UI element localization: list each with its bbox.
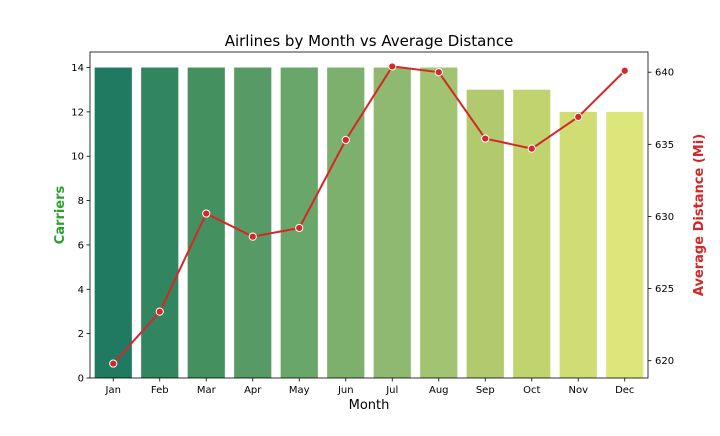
y-left-tick-label: 2 (78, 329, 84, 340)
distance-point-nov (574, 112, 583, 122)
bar-mar (187, 67, 225, 379)
x-tick-label: Sep (476, 385, 495, 396)
y-right-tick-label: 640 (655, 68, 674, 79)
distance-point-may (295, 223, 304, 233)
bars-layer (94, 67, 644, 379)
y-right-tick-label: 620 (655, 356, 674, 367)
x-tick-label: Dec (615, 385, 634, 396)
x-tick-label: Jul (385, 385, 398, 396)
y-left-tick-label: 14 (71, 63, 84, 74)
y-left-tick-label: 12 (71, 107, 84, 118)
bar-jul (373, 67, 411, 379)
x-tick-label: Aug (429, 385, 449, 396)
bar-jan (94, 67, 132, 379)
distance-point-aug (434, 68, 443, 77)
x-tick-label: Apr (244, 385, 262, 396)
distance-point-mar (202, 209, 211, 218)
bar-sep (466, 89, 504, 378)
bar-dec (606, 111, 644, 378)
x-tick-label: Oct (523, 385, 540, 396)
chart-title: Airlines by Month vs Average Distance (225, 32, 514, 50)
bar-feb (141, 67, 179, 379)
bar-oct (513, 89, 551, 378)
bar-jun (327, 67, 365, 379)
bar-aug (420, 67, 458, 379)
x-axis-label: Month (349, 398, 390, 413)
x-tick-label: Feb (151, 385, 169, 396)
distance-point-oct (527, 144, 536, 153)
x-tick-label: May (289, 385, 310, 396)
distance-point-feb (155, 307, 164, 316)
y-left-tick-label: 8 (78, 196, 84, 207)
x-tick-label: Mar (197, 385, 217, 396)
x-axis: Jan Feb Mar Apr May Jun Jul Aug Sep Oct Nov Dec (105, 378, 634, 396)
y-left-tick-label: 4 (78, 285, 84, 296)
y-left-tick-label: 0 (78, 374, 84, 385)
distance-point-jul (388, 62, 397, 71)
y-right-tick-label: 635 (655, 140, 674, 151)
y-right-tick-label: 625 (655, 284, 674, 295)
distance-line (112, 65, 626, 365)
y-axis-left-label: Carriers (53, 185, 68, 244)
plot-frame (89, 51, 649, 379)
distance-point-jun (341, 135, 350, 145)
y-axis-left: 0 2 4 6 8 10 12 14 (71, 63, 90, 385)
distance-point-sep (481, 134, 490, 143)
bar-nov (559, 111, 597, 378)
y-left-tick-label: 10 (71, 152, 84, 163)
y-right-tick-label: 630 (655, 212, 674, 223)
x-tick-label: Jan (105, 385, 121, 396)
bar-may (280, 67, 318, 379)
distance-point-apr (248, 232, 257, 241)
y-axis-right: 620 625 630 635 640 (648, 68, 674, 367)
line-layer (109, 62, 629, 368)
distance-point-dec (620, 66, 629, 75)
y-left-tick-label: 6 (78, 240, 84, 251)
bar-apr (234, 67, 272, 379)
x-tick-label: Nov (568, 385, 588, 396)
y-axis-right-label: Average Distance (Mi) (692, 134, 707, 296)
distance-point-jan (109, 359, 118, 368)
x-tick-label: Jun (337, 385, 354, 396)
